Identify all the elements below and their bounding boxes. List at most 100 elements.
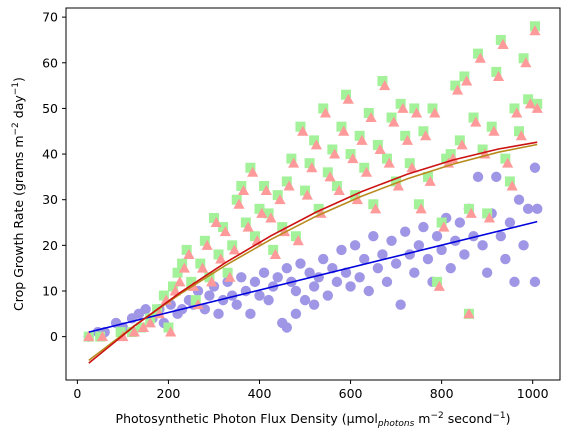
triangle-point <box>420 130 432 141</box>
square-point <box>418 126 429 137</box>
triangle-point <box>511 107 523 118</box>
triangle-point <box>497 38 509 49</box>
square-point <box>259 181 270 192</box>
square-point <box>345 149 356 160</box>
triangle-point <box>502 157 514 168</box>
square-point <box>277 222 288 233</box>
circle-point <box>504 217 516 228</box>
triangle-point <box>392 180 404 191</box>
y-tick-label: 50 <box>42 101 58 116</box>
triangle-point <box>383 157 395 168</box>
square-point <box>158 290 169 301</box>
circle-point <box>472 171 484 183</box>
x-tick-label: 800 <box>430 386 454 401</box>
circle-point <box>199 304 211 315</box>
circle-point <box>254 290 265 301</box>
circle-point <box>272 272 283 283</box>
triangle-point <box>274 194 286 205</box>
triangle-point <box>463 308 475 319</box>
square-point <box>300 185 311 196</box>
circle-point <box>213 308 224 320</box>
circle-point <box>413 240 425 251</box>
square-point <box>404 158 415 169</box>
x-axis-label: Photosynthetic Photon Flux Density (μmol… <box>116 411 511 429</box>
triangle-point <box>456 139 468 150</box>
square-point <box>450 80 461 91</box>
triangle-point <box>342 93 354 104</box>
triangle-point <box>374 143 386 154</box>
triangle-point <box>461 75 473 86</box>
square-point <box>381 153 392 164</box>
square-point <box>286 153 297 164</box>
circle-point <box>390 258 402 269</box>
triangle-point <box>388 116 400 127</box>
square-point <box>231 194 242 205</box>
circle-point <box>450 235 461 246</box>
square-point <box>218 222 229 233</box>
square-point <box>177 258 188 269</box>
square-point <box>249 231 260 242</box>
circle-point <box>322 290 333 301</box>
square-point <box>445 149 456 160</box>
square-point <box>167 281 178 292</box>
square-point <box>190 295 201 306</box>
square-point <box>459 71 470 82</box>
circle-point <box>363 285 374 297</box>
circle-point <box>263 294 274 306</box>
y-tick-label: 70 <box>42 10 58 25</box>
circle-point <box>431 231 443 242</box>
triangle-point <box>433 280 445 291</box>
triangle-point <box>196 262 209 273</box>
circle-point <box>436 244 447 256</box>
square-point <box>331 181 342 192</box>
triangle-point <box>260 184 272 196</box>
triangle-point <box>178 262 190 273</box>
quadratic-fit-line <box>88 141 538 364</box>
square-point <box>222 267 233 278</box>
circle-point <box>318 253 329 265</box>
x-tick-label: 0 <box>73 386 81 401</box>
triangle-point <box>488 125 500 136</box>
circle-point <box>395 299 406 310</box>
triangle-point <box>165 326 177 337</box>
circle-point <box>308 281 320 292</box>
square-point <box>477 144 488 155</box>
triangle-point <box>379 79 391 91</box>
circle-point <box>529 162 541 173</box>
circle-point <box>513 194 525 205</box>
circle-point <box>258 267 270 278</box>
square-point <box>409 103 420 114</box>
y-tick-label: 0 <box>50 329 58 344</box>
triangle-point <box>219 226 231 237</box>
triangle-point <box>410 107 423 118</box>
square-point <box>422 171 433 182</box>
triangle-point <box>292 235 304 246</box>
square-point <box>227 240 238 251</box>
triangle-point <box>210 216 222 228</box>
circle-point <box>331 276 343 288</box>
triangle-point <box>529 25 541 36</box>
circle-point <box>386 235 397 246</box>
square-point <box>290 231 301 242</box>
square-point <box>272 190 283 201</box>
square-point <box>473 48 484 59</box>
triangle-point <box>415 203 427 214</box>
triangle-point <box>438 221 450 232</box>
triangle-point <box>169 285 181 296</box>
square-point <box>372 139 383 150</box>
square-point <box>195 258 206 269</box>
square-point <box>391 176 402 187</box>
x-tick-label: 1000 <box>517 386 549 401</box>
triangle-point <box>137 321 150 332</box>
square-point <box>482 208 493 219</box>
square-point <box>514 126 525 137</box>
square-point <box>304 158 315 169</box>
square-point <box>491 66 502 77</box>
square-point <box>181 244 192 255</box>
fit-lines <box>88 141 538 364</box>
triangle-point <box>319 107 332 118</box>
triangle-point <box>301 189 313 200</box>
circle-point <box>290 285 302 297</box>
square-point <box>295 121 306 132</box>
circle-point <box>217 294 229 306</box>
